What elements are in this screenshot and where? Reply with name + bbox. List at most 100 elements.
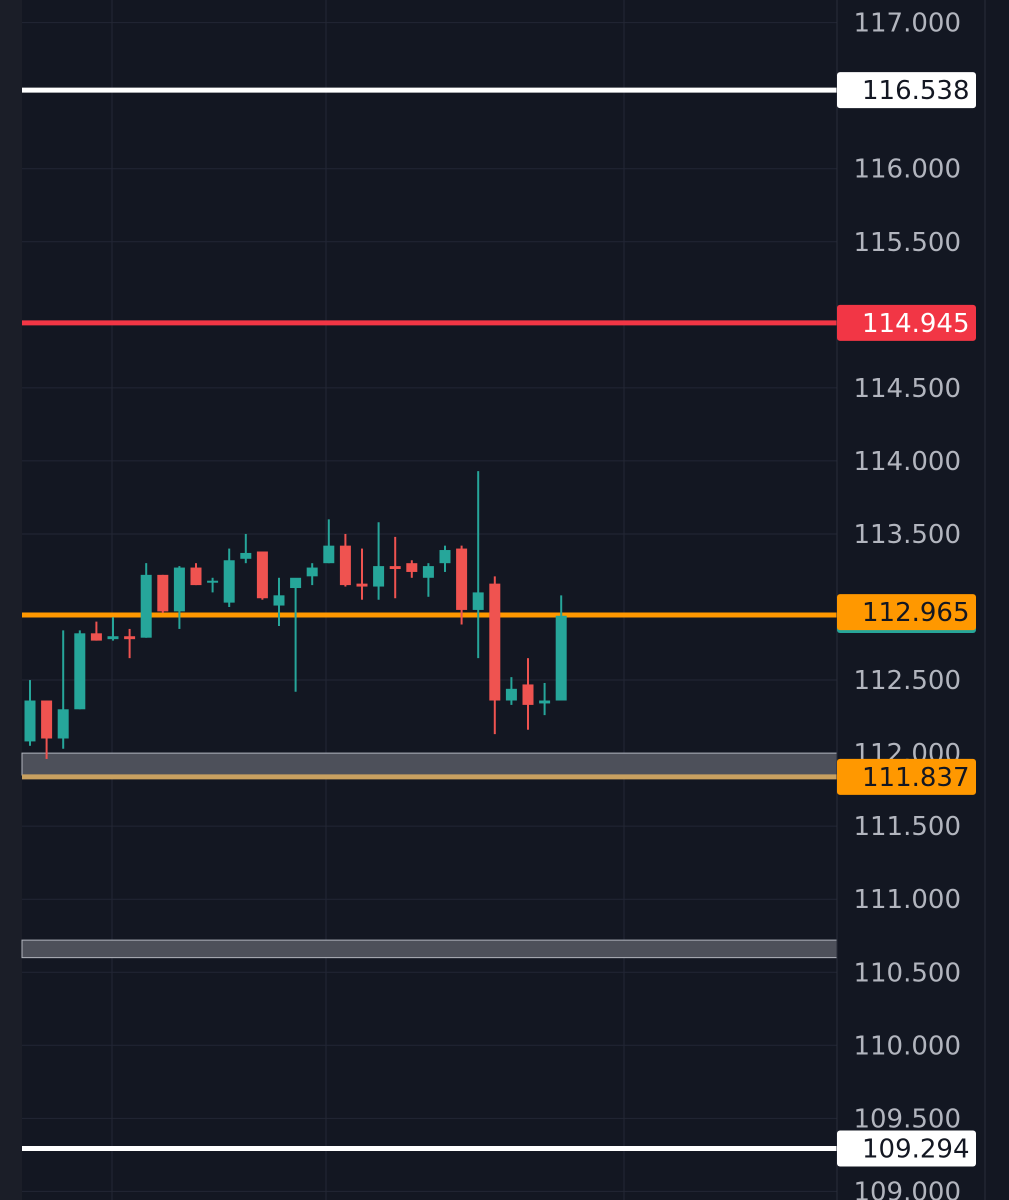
candle-body — [24, 700, 36, 742]
candle[interactable] — [256, 551, 268, 600]
candle-body — [190, 567, 202, 586]
candle[interactable] — [273, 577, 285, 627]
price-tag-114.945[interactable]: 114.945 — [837, 304, 976, 341]
candle-body — [107, 636, 119, 640]
candle-body — [505, 688, 517, 701]
price-tag-background — [837, 594, 976, 631]
candle-body — [389, 566, 401, 570]
candle[interactable] — [323, 519, 335, 564]
candle[interactable] — [489, 576, 501, 735]
candle-body — [356, 583, 368, 587]
candle-body — [489, 583, 501, 701]
candle-body — [555, 615, 567, 701]
y-tick-label: 114.000 — [853, 447, 961, 477]
y-tick-label: 111.000 — [853, 885, 961, 915]
y-tick-label: 116.000 — [853, 155, 961, 185]
candle-body — [373, 566, 385, 587]
y-tick-label: 113.500 — [853, 520, 961, 550]
price-tag-112.965[interactable]: 112.965 — [837, 594, 976, 631]
candle-body — [90, 633, 102, 641]
candle-body — [124, 636, 136, 640]
y-tick-label: 117.000 — [853, 9, 961, 39]
price-tag-label: 112.965 — [862, 598, 970, 628]
candle-body — [456, 548, 468, 610]
price-tag-label: 109.294 — [862, 1134, 970, 1164]
candle[interactable] — [240, 533, 252, 564]
candle[interactable] — [41, 700, 53, 759]
candle[interactable] — [456, 545, 468, 625]
candles-layer — [24, 471, 567, 759]
candle-body — [522, 684, 534, 705]
y-tick-label: 110.000 — [853, 1031, 961, 1061]
candle-body — [223, 560, 235, 603]
price-tag-background — [837, 1130, 976, 1167]
candle[interactable] — [406, 560, 418, 578]
candle-body — [173, 567, 185, 612]
candle-body — [273, 595, 285, 606]
price-tag-label: 114.945 — [862, 309, 970, 339]
candle[interactable] — [555, 595, 567, 701]
candle[interactable] — [339, 533, 351, 587]
candle-body — [240, 552, 252, 559]
candle-body — [406, 563, 418, 572]
candle[interactable] — [439, 545, 451, 572]
candle-body — [539, 700, 551, 704]
candle[interactable] — [472, 471, 484, 659]
y-tick-label: 114.500 — [853, 374, 961, 404]
zone-rectangle-0[interactable] — [21, 752, 838, 776]
candle[interactable] — [140, 563, 152, 638]
candle[interactable] — [389, 536, 401, 599]
candle[interactable] — [223, 548, 235, 608]
y-tick-label: 109.000 — [853, 1177, 961, 1200]
candle-body — [140, 574, 152, 638]
zones-layer — [21, 752, 838, 959]
grid-lines — [22, 0, 837, 1200]
price-tag-label: 116.538 — [862, 76, 970, 106]
price-tags-layer: 116.538114.945112.945111.837109.294112.9… — [837, 72, 976, 1167]
candle[interactable] — [107, 617, 119, 641]
candle-body — [323, 545, 335, 564]
candle[interactable] — [522, 658, 534, 730]
price-tag-109.294[interactable]: 109.294 — [837, 1130, 976, 1167]
candle-body — [256, 551, 268, 599]
price-tag-background — [837, 758, 976, 795]
price-axis-ticks[interactable]: 117.000 116.000 115.500 114.500 114.000 113.5… — [853, 9, 961, 1200]
candle[interactable] — [74, 630, 86, 710]
candle[interactable] — [539, 682, 551, 716]
y-tick-label: 111.500 — [853, 812, 961, 842]
candle[interactable] — [157, 574, 169, 613]
candle-body — [472, 592, 484, 610]
price-tag-111.837[interactable]: 111.837 — [837, 758, 976, 795]
horizontal-lines-layer — [22, 87, 837, 1151]
candle-body — [290, 577, 302, 589]
price-tag-background — [837, 304, 976, 341]
candle-body — [306, 567, 318, 577]
candle[interactable] — [422, 563, 434, 597]
candle[interactable] — [356, 548, 368, 600]
price-tag-116.538[interactable]: 116.538 — [837, 72, 976, 109]
left-edge-strip — [0, 0, 22, 1200]
candle-body — [74, 633, 86, 710]
price-tag-background — [837, 72, 976, 109]
candle[interactable] — [124, 628, 136, 659]
candle[interactable] — [190, 563, 202, 586]
candle[interactable] — [207, 577, 219, 593]
candle[interactable] — [306, 563, 318, 586]
candle-body — [439, 550, 451, 564]
y-tick-label: 112.500 — [853, 666, 961, 696]
y-tick-label: 115.500 — [853, 228, 961, 258]
candle[interactable] — [290, 577, 302, 692]
candle[interactable] — [90, 621, 102, 641]
price-tag-label: 111.837 — [862, 763, 970, 793]
zone-rectangle-1[interactable] — [21, 939, 838, 959]
candle-body — [207, 580, 219, 583]
candle[interactable] — [173, 566, 185, 629]
candle-body — [422, 566, 434, 578]
candle[interactable] — [373, 522, 385, 600]
candle[interactable] — [24, 680, 36, 746]
candle[interactable] — [57, 630, 69, 749]
y-tick-label: 109.500 — [853, 1104, 961, 1134]
candle[interactable] — [505, 677, 517, 705]
